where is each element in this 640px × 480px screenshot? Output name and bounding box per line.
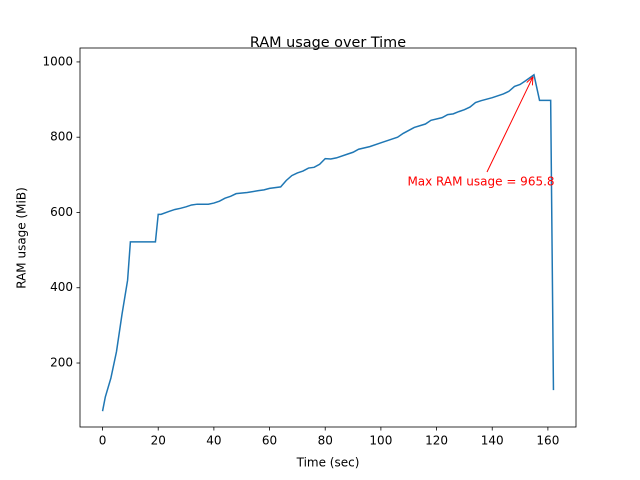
x-tick-label: 100	[369, 434, 392, 448]
y-tick-label: 400	[50, 280, 73, 294]
x-tick-label: 120	[425, 434, 448, 448]
x-axis-label: Time (sec)	[296, 456, 360, 470]
chart-title: RAM usage over Time	[250, 35, 406, 51]
x-tick-label: 80	[318, 434, 333, 448]
annotation: Max RAM usage = 965.8	[407, 175, 554, 189]
x-tick-label: 20	[151, 434, 166, 448]
x-tick-label: 0	[99, 434, 107, 448]
y-tick-label: 600	[50, 205, 73, 219]
annotation-arrow	[486, 77, 533, 173]
y-axis-label: RAM usage (MiB)	[15, 187, 29, 289]
x-tick-label: 160	[536, 434, 559, 448]
line	[101, 73, 555, 412]
y-tick-label: 800	[50, 130, 73, 144]
plot-frame	[79, 47, 577, 428]
x-tick-label: 60	[262, 434, 277, 448]
x-tick-label: 140	[481, 434, 504, 448]
x-tick-label: 40	[206, 434, 221, 448]
y-tick-label: 1000	[42, 54, 73, 68]
y-tick-label: 200	[50, 356, 73, 370]
